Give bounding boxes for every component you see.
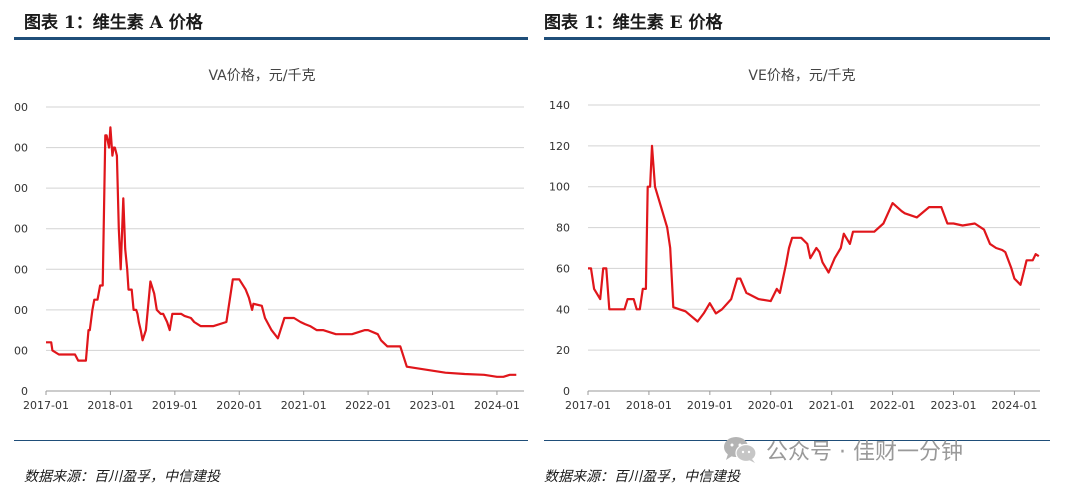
ve-x-tick-3: 2020-01 xyxy=(748,399,794,412)
ve-y-tick-0: 0 xyxy=(563,385,570,398)
ve-x-tick-6: 2023-01 xyxy=(931,399,977,412)
va-source-note: 数据来源：百川盈孚，中信建投 xyxy=(24,469,220,485)
ve-y-tick-4: 80 xyxy=(556,222,570,235)
va-series-line-0 xyxy=(46,126,517,378)
va-y-tick-3: 00 xyxy=(14,263,28,276)
ve-x-tick-4: 2021-01 xyxy=(809,399,855,412)
va-x-tick-4: 2021-01 xyxy=(281,399,327,412)
ve-y-tick-7: 140 xyxy=(549,99,570,112)
va-y-tick-0: 0 xyxy=(21,385,28,398)
va-y-tick-6: 00 xyxy=(14,142,28,155)
va-x-tick-6: 2023-01 xyxy=(410,399,456,412)
ve-y-tick-2: 40 xyxy=(556,303,570,316)
va-y-tick-1: 00 xyxy=(14,344,28,357)
va-y-tick-2: 00 xyxy=(14,304,28,317)
ve-panel: 图表 1：维生素 E 价格 VE价格，元/千克 0 20 40 60 80 100 120 14… xyxy=(540,0,1080,495)
va-figure-title: 图表 1：维生素 A 价格 xyxy=(24,13,203,33)
ve-chart-title: VE价格，元/千克 xyxy=(748,68,855,84)
va-x-tick-0: 2017-01 xyxy=(23,399,69,412)
watermark-text: 公众号 · 佳财一分钟 xyxy=(766,440,963,465)
ve-x-tick-2: 2019-01 xyxy=(687,399,733,412)
wechat-icon xyxy=(724,437,757,463)
ve-x-tick-1: 2018-01 xyxy=(626,399,672,412)
ve-series-line-0 xyxy=(588,144,1040,323)
ve-y-tick-5: 100 xyxy=(549,181,570,194)
ve-source-note: 数据来源：百川盈孚，中信建投 xyxy=(544,469,740,485)
va-chart-title: VA价格，元/千克 xyxy=(209,68,316,84)
va-panel: 图表 1：维生素 A 价格 VA价格，元/千克 0 00 00 00 00 00 00 00 20… xyxy=(14,13,528,485)
va-x-tick-5: 2022-01 xyxy=(345,399,391,412)
ve-x-tick-0: 2017-01 xyxy=(565,399,611,412)
watermark: 公众号 · 佳财一分钟 xyxy=(722,432,963,468)
ve-top-rule xyxy=(544,37,1050,40)
ve-x-tick-7: 2024-01 xyxy=(991,399,1037,412)
va-bottom-rule xyxy=(14,440,528,441)
va-x-tick-1: 2018-01 xyxy=(87,399,133,412)
va-x-tick-3: 2020-01 xyxy=(216,399,262,412)
va-y-tick-7: 00 xyxy=(14,101,28,114)
ve-price-chart: VE价格，元/千克 0 20 40 60 80 100 120 140 2017-01 2018-0… xyxy=(549,68,1040,412)
ve-figure-title: 图表 1：维生素 E 价格 xyxy=(544,13,723,33)
va-x-tick-2: 2019-01 xyxy=(152,399,198,412)
ve-y-tick-6: 120 xyxy=(549,140,570,153)
va-y-tick-5: 00 xyxy=(14,182,28,195)
ve-bottom-rule xyxy=(544,440,1050,441)
ve-y-tick-3: 60 xyxy=(556,262,570,275)
va-y-tick-4: 00 xyxy=(14,223,28,236)
ve-y-tick-1: 20 xyxy=(556,344,570,357)
ve-x-tick-5: 2022-01 xyxy=(870,399,916,412)
va-top-rule xyxy=(14,37,528,40)
va-x-tick-7: 2024-01 xyxy=(474,399,520,412)
